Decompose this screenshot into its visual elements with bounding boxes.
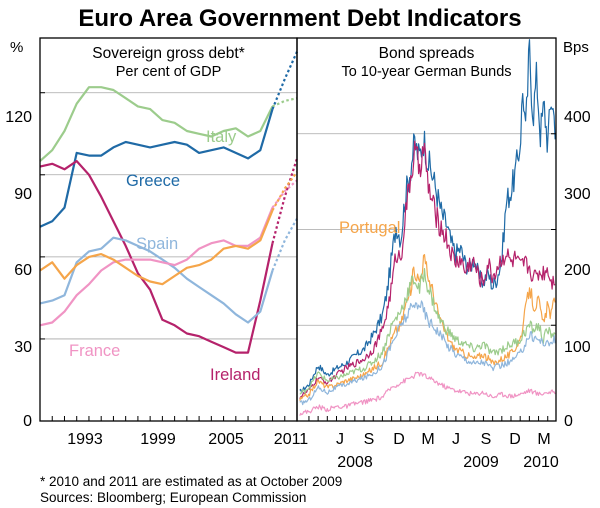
right-line-greece [299,39,556,394]
right-x-tick-label: S [364,431,375,448]
left-panel-subtitle: Per cent of GDP [116,64,222,80]
right-x-year-label: 2008 [337,454,373,471]
right-x-tick-label: D [509,431,521,448]
right-line-spain [299,300,556,406]
right-x-tick-label: S [481,431,492,448]
left-axis-unit: % [10,39,23,56]
right-panel-title: Bond spreads [379,45,475,62]
right-panel-series [299,39,556,416]
left-line-ireland [39,160,274,354]
right-y-tick-label: 0 [564,413,573,430]
right-x-year-label: 2010 [523,454,559,471]
right-x-tick-label: J [452,431,460,448]
tick-marks [40,37,556,422]
left-line-portugal-estimate [271,171,298,211]
left-x-tick-label: 2011 [274,431,309,448]
right-y-tick-label: 100 [564,339,591,356]
left-y-tick-label: 60 [14,262,32,279]
left-x-tick-label: 1999 [140,431,176,448]
left-x-tick-label: 2005 [208,431,244,448]
left-line-italy [39,86,274,162]
left-line-spain-estimate [271,218,298,271]
right-x-tick-label: J [336,431,344,448]
sources-note: Sources: Bloomberg; European Commission [40,490,306,505]
left-line-portugal [39,209,274,286]
left-line-france-estimate [271,179,298,209]
right-line-ireland [299,140,556,400]
figure-title: Euro Area Government Debt Indicators [78,5,521,32]
right-panel-subtitle: To 10-year German Bunds [341,64,511,80]
italy-label: Italy [206,128,237,146]
right-x-tick-label: M [421,431,434,448]
right-line-portugal [299,254,556,401]
left-panel-title: Sovereign gross debt* [92,45,245,62]
left-y-tick-label: 30 [14,339,32,356]
gridlines [40,37,556,340]
right-y-tick-label: 400 [564,109,591,126]
left-line-ireland-estimate [271,158,299,244]
left-line-france [39,207,274,327]
spain-label: Spain [136,235,178,253]
portugal-label: Portugal [339,219,400,237]
right-x-year-label: 2009 [463,454,499,471]
france-label: France [69,342,120,360]
left-x-tick-label: 1993 [67,431,103,448]
left-y-tick-label: 90 [14,186,32,203]
left-y-tick-label: 120 [5,109,32,126]
left-y-tick-label: 0 [23,413,32,430]
right-line-france [299,371,556,416]
left-line-greece [39,108,274,228]
right-axis-unit: Bps [563,39,589,56]
left-line-greece-estimate [271,51,299,110]
left-panel-frame [39,37,298,422]
right-y-tick-label: 200 [564,262,591,279]
right-x-tick-label: M [537,431,550,448]
left-line-italy-estimate [272,97,298,108]
ireland-label: Ireland [210,366,260,384]
footnote: * 2010 and 2011 are estimated as at Octo… [40,474,342,489]
greece-label: Greece [126,172,180,190]
left-panel-series [39,51,299,354]
left-line-spain [39,236,274,324]
right-y-tick-label: 300 [564,186,591,203]
right-x-tick-label: D [393,431,405,448]
right-line-italy [299,268,556,395]
